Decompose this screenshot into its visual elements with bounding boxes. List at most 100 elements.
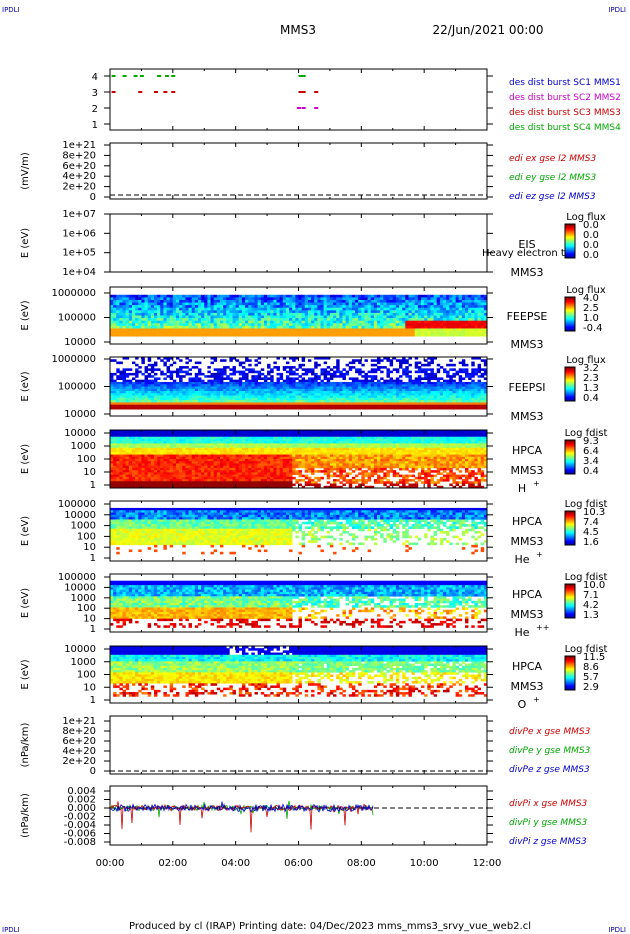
feepsi-cell: [251, 368, 255, 371]
feepse-cell: [414, 315, 419, 319]
feepsi-cell: [179, 384, 183, 387]
feepse-cell: [150, 294, 155, 298]
feepse-cell: [282, 312, 287, 316]
hpca_h-cell: [169, 432, 174, 435]
feepsi-cell: [446, 402, 450, 405]
feepse-cell: [336, 331, 340, 334]
feepse-cell: [465, 325, 469, 329]
feepsi-cell: [113, 404, 117, 408]
feepsi-cell: [194, 395, 199, 399]
feepsi-cell: [370, 397, 375, 401]
feepse-cell: [179, 299, 183, 303]
feepse-cell: [386, 315, 390, 319]
feepse-cell: [194, 310, 199, 314]
feepsi-cell: [163, 391, 167, 394]
feepsi-cell: [141, 372, 145, 376]
hpca_h-cell: [141, 434, 145, 437]
feepsi-cell: [298, 395, 302, 399]
feepsi-cell: [248, 402, 252, 405]
feepse-cell: [395, 315, 400, 319]
feepsi-cell: [232, 381, 236, 385]
feepsi-cell: [122, 395, 127, 399]
hpca_h-cell: [135, 452, 139, 455]
feepsi-cell: [201, 393, 205, 396]
feepsi-cell: [367, 393, 372, 396]
feepsi-cell: [411, 395, 416, 399]
feepse-cell: [216, 333, 221, 337]
hpca_h-cell: [141, 445, 145, 449]
feepsi-cell: [144, 384, 148, 387]
feepse-cell: [433, 307, 438, 311]
feepsi-cell: [399, 361, 403, 365]
feepsi-cell: [320, 406, 324, 410]
feepsi-cell: [436, 363, 441, 367]
feepse-cell: [241, 307, 246, 311]
feepsi-cell: [323, 372, 328, 376]
feepse-cell: [358, 318, 362, 321]
feepsi-cell: [276, 384, 280, 387]
feepse-cell: [348, 333, 353, 337]
feepse-cell: [402, 302, 406, 306]
feepsi-cell: [213, 381, 218, 385]
feepsi-cell: [367, 391, 372, 394]
feepsi-cell: [358, 379, 362, 383]
hpca_h-cell: [113, 430, 117, 433]
feepsi-cell: [314, 384, 318, 387]
feepse-cell: [172, 302, 177, 306]
feepse-cell: [257, 310, 262, 314]
feepsi-cell: [207, 406, 211, 410]
feepsi-cell: [204, 395, 208, 399]
hpca_h-cell: [125, 474, 130, 478]
feepsi-cell: [223, 393, 227, 396]
feepse-cell: [405, 310, 409, 314]
hpca_h-cell: [182, 456, 186, 460]
feepse-cell: [414, 318, 419, 321]
feepse-cell: [377, 312, 381, 316]
feepsi-cell: [238, 381, 243, 385]
feepse-cell: [182, 315, 186, 319]
feepsi-cell: [461, 370, 466, 374]
feepse-cell: [474, 320, 478, 324]
feepse-cell: [355, 297, 359, 301]
feepsi-cell: [342, 388, 346, 392]
feepse-cell: [449, 333, 453, 337]
feepse-cell: [424, 307, 428, 311]
feepsi-cell: [128, 386, 133, 390]
feepse-cell: [204, 331, 208, 334]
feepsi-mms-label: MMS3: [511, 410, 544, 423]
feepse-cell: [389, 294, 394, 298]
feepse-cell: [122, 299, 127, 303]
feepsi-cell: [144, 370, 148, 374]
feepsi-cell: [141, 391, 145, 394]
feepse-cell: [110, 307, 114, 311]
feepsi-cell: [135, 402, 139, 405]
feepsi-cell: [373, 406, 378, 410]
feepsi-cell: [289, 377, 293, 380]
feepsi-cell: [263, 404, 268, 408]
hpca_h-cell: [138, 459, 142, 462]
feepsi-cell: [295, 395, 299, 399]
hpca_h-cell: [147, 436, 152, 440]
feepse-cell: [465, 320, 469, 324]
feepsi-cell: [336, 370, 340, 374]
feepsi-cell: [477, 404, 482, 408]
feepsi-cell: [128, 404, 133, 408]
feepsi-cell: [483, 377, 488, 380]
hpca_h-cell: [169, 445, 174, 449]
feepsi-cell: [213, 391, 218, 394]
feepsi-cell: [301, 359, 306, 362]
feepse-cell: [314, 331, 318, 334]
feepse-cell: [301, 323, 306, 327]
feepsi-cell: [223, 368, 227, 371]
feepsi-cell: [329, 400, 334, 403]
feepsi-cell: [270, 370, 274, 374]
hpca_h-cell: [131, 463, 136, 466]
feepsi-cell: [157, 384, 161, 387]
feepsi-cell: [427, 391, 431, 394]
feepsi-cell: [386, 395, 390, 399]
feepse-cell: [295, 320, 299, 324]
feepse-cell: [351, 310, 356, 314]
feepsi-cell: [210, 388, 214, 392]
feepse-cell: [138, 310, 142, 314]
hpca_h-cell: [169, 467, 174, 471]
